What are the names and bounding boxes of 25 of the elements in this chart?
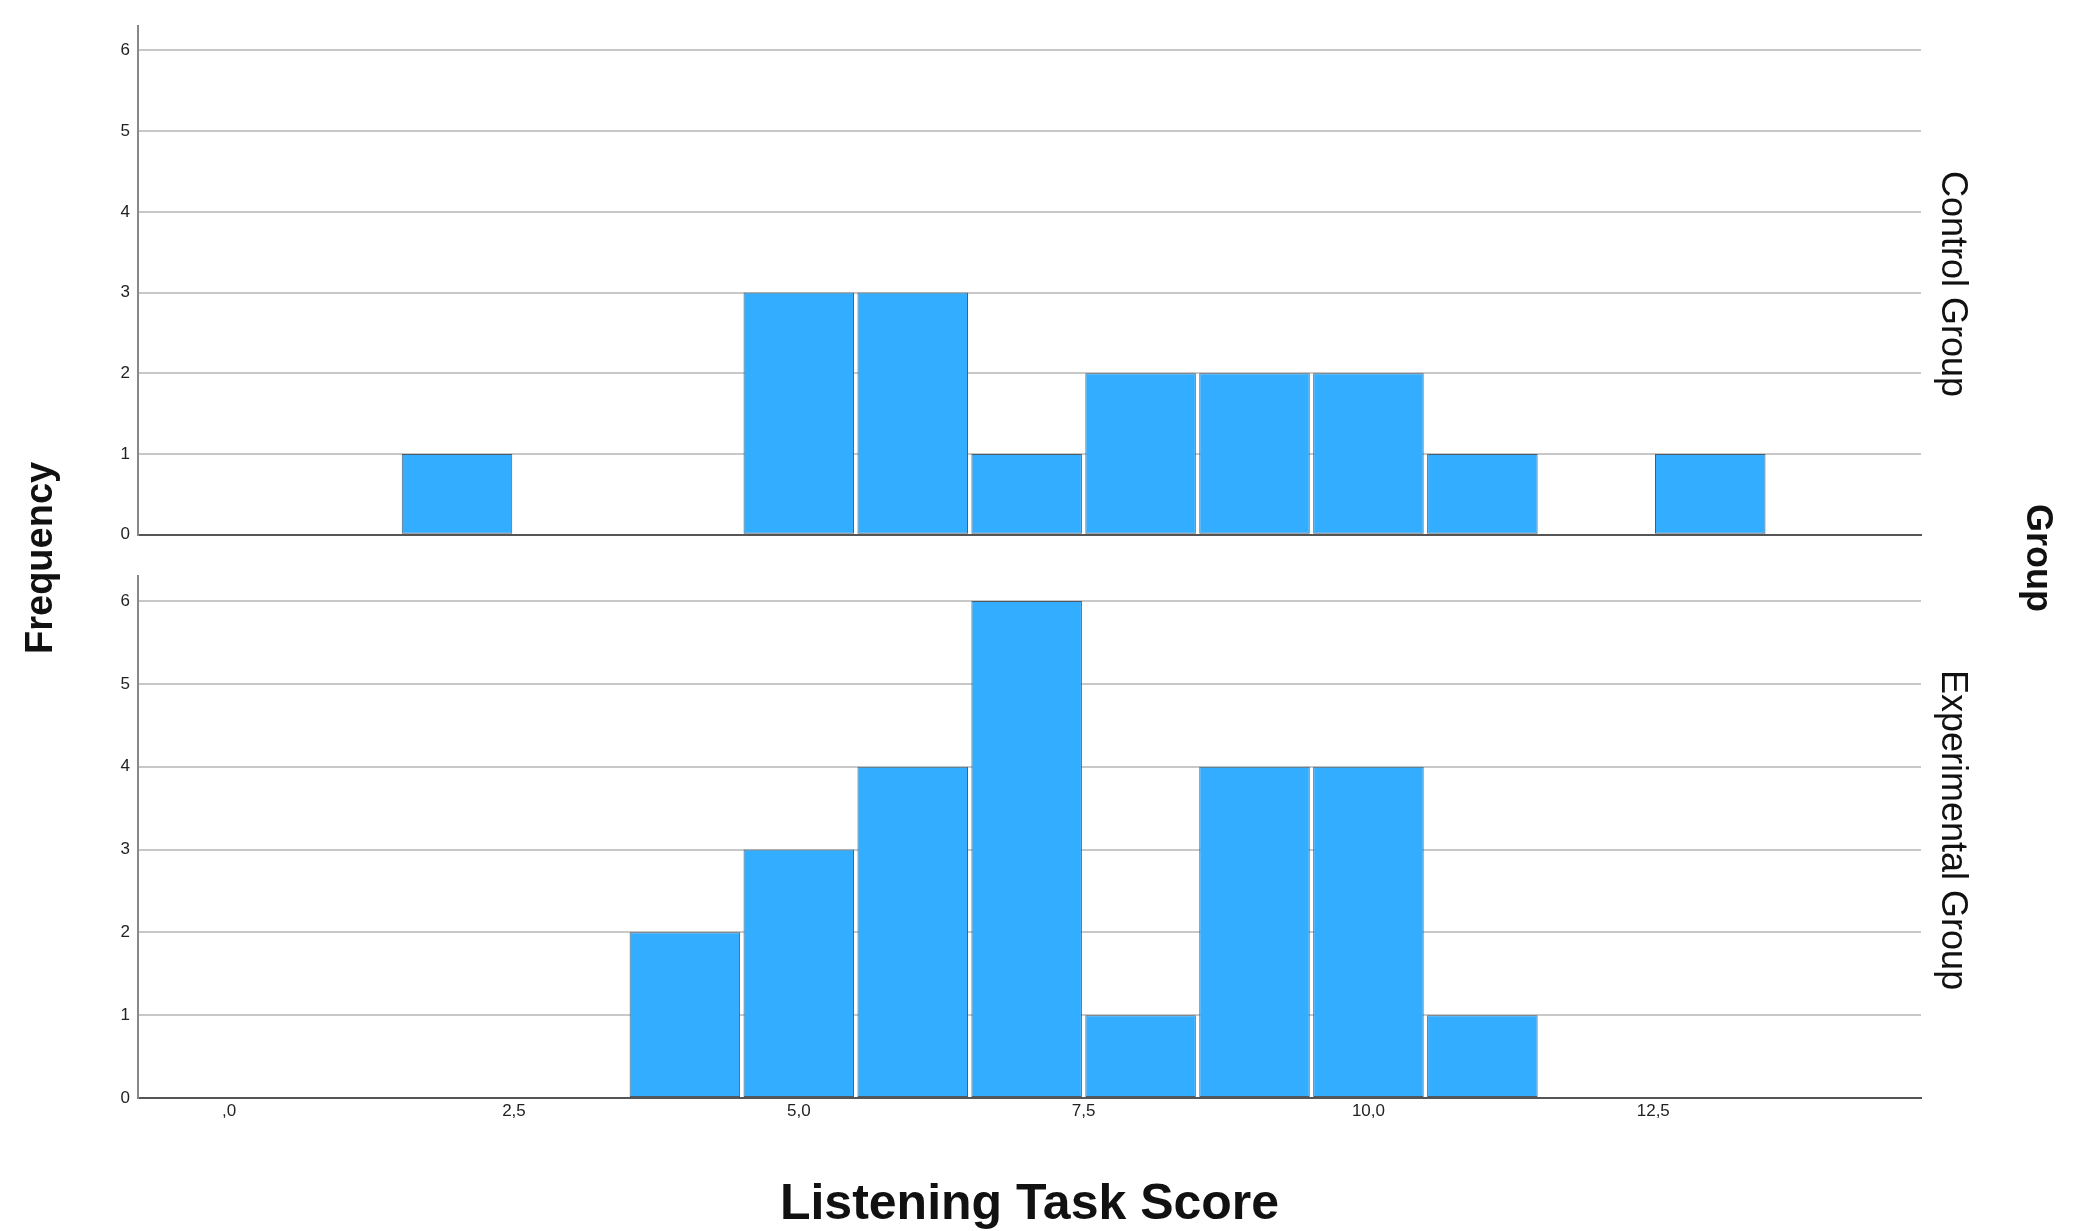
y-tick-label: 1 [120, 1004, 130, 1024]
y-tick-label: 0 [120, 1087, 130, 1107]
y-tick-label: 2 [120, 363, 130, 383]
y-tick-label: 4 [120, 756, 130, 776]
y-axis-title: Frequency [18, 460, 61, 657]
text: Control Group [1933, 170, 1975, 400]
y-tick-label: 5 [120, 120, 130, 140]
x-tick-label: 2,5 [502, 1100, 526, 1120]
x-axis-title: Listening Task Score [778, 1173, 1281, 1231]
x-tick-label: 10,0 [1351, 1100, 1385, 1120]
y-tick-label: 2 [120, 922, 130, 942]
y-tick-label: 6 [120, 40, 130, 60]
x-tick-label: 12,5 [1636, 1100, 1670, 1120]
y-tick-label: 0 [120, 524, 130, 544]
text: Group [2018, 503, 2060, 614]
text: Experimental Group [1933, 669, 1975, 993]
x-tick-label: 5,0 [786, 1100, 811, 1120]
y-tick-label: 1 [120, 443, 130, 463]
y-tick-label: 6 [120, 590, 130, 610]
y-tick-label: 5 [120, 673, 130, 693]
y-tick-label: 4 [120, 201, 130, 221]
x-tick-label: 7,5 [1071, 1100, 1096, 1120]
y-tick-label: 3 [120, 282, 130, 302]
x-tick-label: ,0 [222, 1100, 237, 1120]
y-tick-label: 3 [120, 839, 130, 859]
